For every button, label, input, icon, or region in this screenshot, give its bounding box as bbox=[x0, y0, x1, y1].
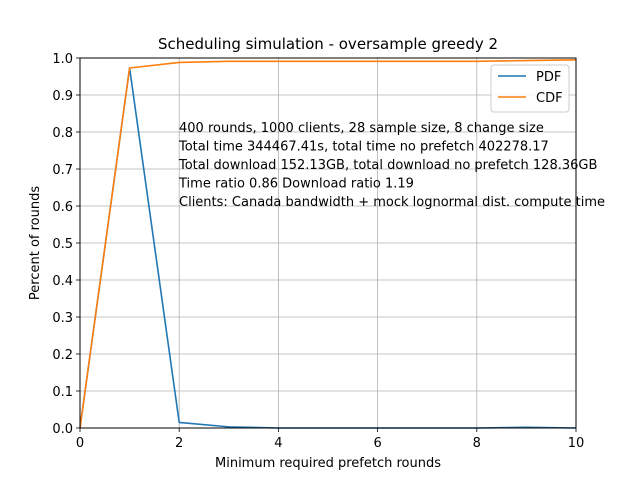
tick-layer: 0 2 4 6 8 10 0.0 0.1 0.2 0.3 0.4 0.5 0.6 0.7 0.8 0.9 1.0 bbox=[52, 52, 584, 451]
annotation-line: 400 rounds, 1000 clients, 28 sample size… bbox=[179, 121, 544, 136]
series-line-cdf bbox=[79, 59, 577, 429]
x-tick-label: 4 bbox=[274, 436, 282, 451]
annotation-line: Total download 152.13GB, total download … bbox=[178, 158, 597, 173]
y-tick-label: 0.5 bbox=[52, 237, 73, 252]
y-tick-label: 0.1 bbox=[52, 385, 73, 400]
y-tick-label: 1.0 bbox=[52, 52, 73, 67]
y-tick-label: 0.8 bbox=[52, 126, 73, 141]
x-tick-label: 8 bbox=[473, 436, 481, 451]
y-tick-label: 0.9 bbox=[52, 89, 73, 104]
y-tick-label: 0.4 bbox=[52, 274, 73, 289]
grid-layer bbox=[79, 57, 577, 429]
y-tick-label: 0.7 bbox=[52, 163, 73, 178]
x-axis-label: Minimum required prefetch rounds bbox=[215, 456, 441, 471]
x-tick-label: 10 bbox=[568, 436, 585, 451]
legend-label-cdf: CDF bbox=[536, 91, 563, 106]
y-tick-label: 0.0 bbox=[52, 422, 73, 437]
y-axis-label: Percent of rounds bbox=[28, 186, 43, 300]
annotation-line: Clients: Canada bandwidth + mock lognorm… bbox=[179, 195, 605, 210]
y-tick-label: 0.6 bbox=[52, 200, 73, 215]
legend-label-pdf: PDF bbox=[536, 70, 561, 85]
chart-title: Scheduling simulation - oversample greed… bbox=[158, 35, 498, 53]
y-tick-label: 0.3 bbox=[52, 311, 73, 326]
legend: PDF CDF bbox=[490, 64, 570, 113]
x-tick-label: 2 bbox=[175, 436, 183, 451]
annotation-block: 400 rounds, 1000 clients, 28 sample size… bbox=[178, 121, 605, 210]
x-tick-label: 0 bbox=[76, 436, 84, 451]
x-tick-label: 6 bbox=[373, 436, 381, 451]
y-tick-label: 0.2 bbox=[52, 348, 73, 363]
annotation-line: Total time 344467.41s, total time no pre… bbox=[178, 140, 549, 155]
annotation-line: Time ratio 0.86 Download ratio 1.19 bbox=[178, 177, 414, 192]
